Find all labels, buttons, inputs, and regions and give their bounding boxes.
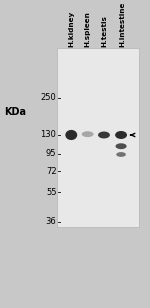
Text: H.intestine: H.intestine: [120, 2, 126, 47]
Text: 250: 250: [41, 93, 56, 102]
Text: KDa: KDa: [4, 107, 27, 117]
Text: H.testis: H.testis: [101, 15, 107, 47]
Text: 95: 95: [46, 149, 56, 158]
Ellipse shape: [82, 131, 94, 137]
Text: 55: 55: [46, 188, 56, 197]
Text: 72: 72: [46, 167, 56, 176]
Ellipse shape: [98, 132, 110, 139]
Text: 130: 130: [40, 131, 56, 140]
Text: H.spleen: H.spleen: [85, 11, 91, 47]
Text: 36: 36: [46, 217, 56, 226]
Ellipse shape: [65, 130, 77, 140]
Ellipse shape: [116, 152, 126, 157]
Bar: [57, 48, 139, 227]
Ellipse shape: [116, 143, 127, 149]
Text: H.kidney: H.kidney: [68, 10, 74, 47]
Ellipse shape: [115, 131, 127, 139]
